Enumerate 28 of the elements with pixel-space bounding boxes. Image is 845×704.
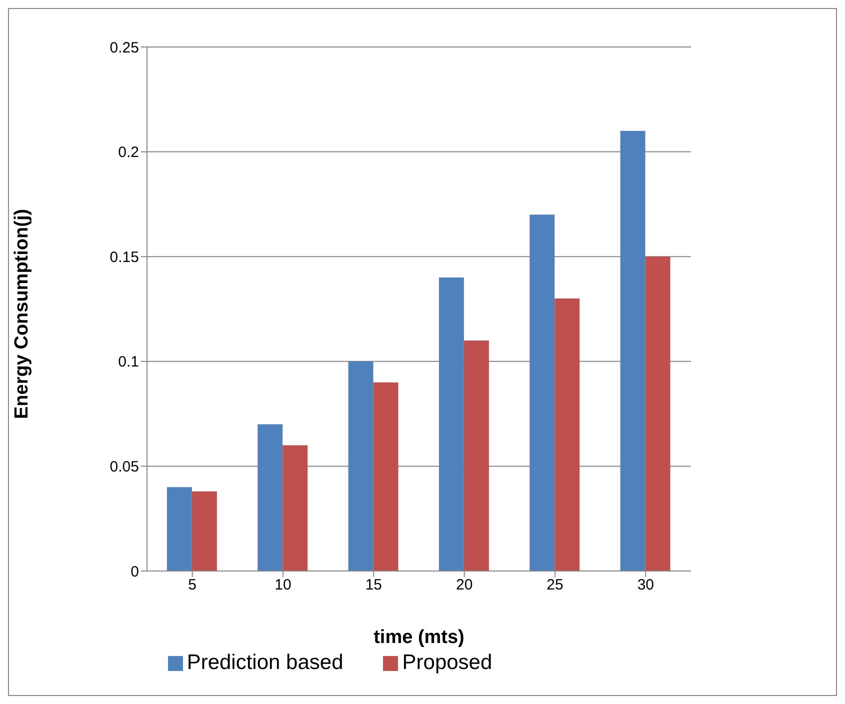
x-tick-label: 30 [637, 576, 654, 594]
y-tick-label: 0 [130, 563, 139, 580]
bar [464, 340, 489, 571]
bar [258, 424, 283, 571]
x-tick-label: 25 [546, 576, 564, 594]
x-tick-label: 10 [274, 576, 292, 594]
y-axis-title: Energy Consumption(j) [12, 208, 33, 419]
bar [373, 382, 398, 571]
x-tick-label: 15 [365, 576, 382, 594]
bar [192, 491, 217, 571]
y-tick-label: 0.05 [110, 458, 139, 476]
bar [645, 256, 670, 571]
bar [166, 487, 192, 571]
legend-label: Proposed [402, 651, 492, 674]
bar [348, 361, 374, 571]
legend-label: Prediction based [186, 651, 344, 674]
y-tick-label: 0.25 [110, 39, 139, 56]
bar [530, 214, 555, 571]
bar [554, 298, 580, 571]
y-tick-label: 0.1 [118, 354, 139, 371]
bar [620, 130, 646, 571]
bar [282, 445, 308, 571]
y-tick-label: 0.2 [118, 144, 139, 162]
x-tick-label: 5 [188, 576, 197, 594]
bar [438, 278, 464, 571]
x-tick-label: 20 [456, 576, 473, 594]
x-axis-title: time (mts) [374, 627, 464, 648]
y-tick-label: 0.15 [110, 248, 139, 266]
